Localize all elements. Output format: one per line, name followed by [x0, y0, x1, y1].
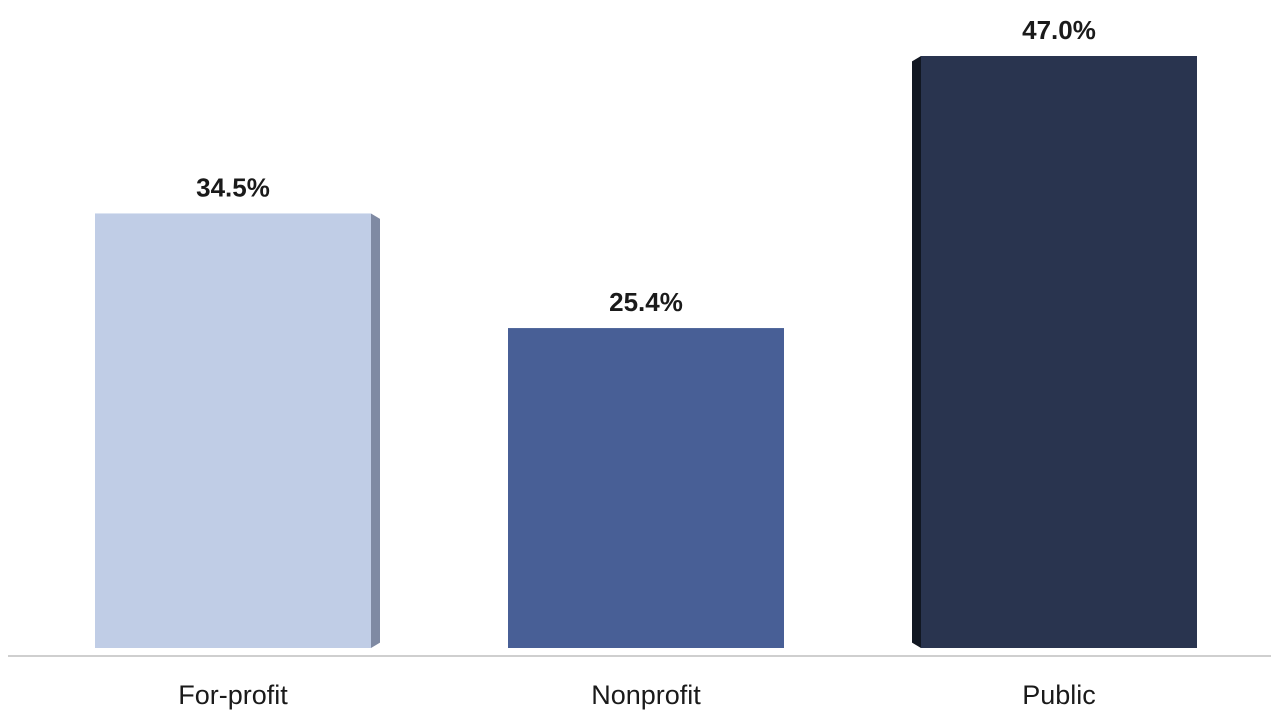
bar-for-profit [95, 213, 371, 648]
bars-group: 34.5% For-profit 25.4% Nonprofit 47.0% Public [95, 15, 1197, 710]
bar-side-for-profit [371, 213, 380, 648]
category-label-for-profit: For-profit [178, 680, 288, 710]
category-label-nonprofit: Nonprofit [591, 680, 701, 710]
bar-public [921, 56, 1197, 648]
data-label-for-profit: 34.5% [196, 172, 270, 202]
bar-side-public [912, 56, 921, 648]
data-label-public: 47.0% [1022, 15, 1096, 45]
data-label-nonprofit: 25.4% [609, 287, 683, 317]
bar-nonprofit [508, 328, 784, 648]
category-label-public: Public [1022, 680, 1096, 710]
